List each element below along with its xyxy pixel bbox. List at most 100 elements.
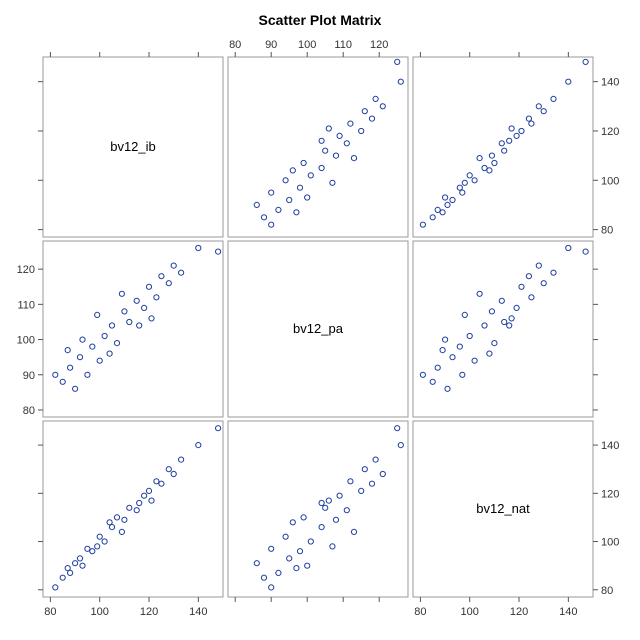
data-point — [444, 385, 451, 392]
x-tick-label: 120 — [510, 606, 528, 618]
data-point — [456, 343, 463, 350]
data-point — [89, 548, 96, 555]
data-point — [449, 354, 456, 361]
data-point — [350, 528, 358, 536]
panel-bv12_pa-vs-bv12_ib — [42, 240, 224, 418]
data-point — [118, 290, 126, 297]
data-point — [318, 499, 325, 507]
data-point — [488, 308, 495, 315]
data-point — [540, 108, 547, 115]
y-tick-label: 80 — [601, 585, 613, 597]
data-point — [466, 172, 473, 179]
panel-bv12_pa-vs-bv12_pa — [227, 240, 409, 418]
y-tick-label: 100 — [601, 175, 619, 187]
data-point — [508, 125, 515, 132]
variable-label-bv12_pa: bv12_pa — [293, 321, 344, 336]
data-point — [535, 103, 542, 110]
data-point — [268, 545, 275, 552]
data-point — [106, 519, 113, 526]
data-point — [304, 562, 311, 569]
data-point — [565, 244, 572, 252]
data-point — [528, 120, 535, 127]
y-tick-label: 100 — [17, 335, 35, 347]
data-point — [397, 442, 404, 449]
data-point — [289, 519, 296, 526]
panel-bv12_nat-vs-bv12_ib — [42, 420, 224, 598]
data-point — [442, 336, 449, 343]
data-point — [318, 137, 325, 144]
data-point — [67, 364, 74, 371]
data-point — [419, 221, 426, 228]
data-point — [318, 164, 325, 172]
data-point — [498, 297, 505, 304]
data-point — [332, 152, 340, 159]
data-point — [148, 497, 155, 504]
data-point — [170, 262, 177, 269]
data-point — [84, 545, 91, 552]
data-point — [361, 466, 368, 473]
data-point — [72, 560, 79, 567]
data-point — [501, 318, 508, 326]
y-tick-label: 100 — [601, 537, 619, 549]
data-point — [148, 315, 155, 322]
x-tick-label: 90 — [265, 39, 277, 51]
data-point — [368, 115, 376, 122]
data-point — [118, 528, 126, 536]
y-tick-label: 80 — [23, 405, 35, 417]
data-point — [275, 206, 282, 213]
data-point — [419, 371, 426, 378]
data-point — [141, 492, 148, 499]
data-point — [513, 304, 520, 311]
data-point — [322, 147, 329, 154]
data-point — [461, 311, 468, 318]
data-point — [178, 456, 185, 463]
data-point — [96, 533, 103, 540]
data-point — [429, 378, 436, 385]
data-point — [195, 244, 202, 252]
data-point — [358, 127, 365, 135]
data-point — [165, 466, 172, 473]
data-point — [275, 569, 282, 577]
data-point — [347, 478, 354, 485]
data-point — [282, 533, 289, 540]
panel-bv12_nat-vs-bv12_pa — [227, 420, 409, 598]
data-point — [108, 322, 116, 329]
data-point — [76, 555, 84, 562]
data-point — [136, 322, 143, 329]
data-point — [372, 95, 379, 103]
data-point — [347, 120, 354, 127]
data-point — [158, 480, 165, 487]
data-point — [165, 280, 172, 287]
data-point — [67, 569, 74, 577]
data-point — [153, 478, 160, 485]
data-point — [59, 574, 66, 581]
data-point — [565, 78, 572, 85]
x-tick-label: 140 — [559, 606, 577, 618]
data-point — [296, 184, 304, 191]
data-point — [498, 140, 505, 147]
data-point — [126, 318, 133, 326]
data-point — [394, 425, 401, 432]
data-point — [293, 209, 300, 216]
data-point — [113, 340, 121, 347]
panel-bv12_ib-vs-bv12_pa — [227, 56, 409, 238]
y-tick-label: 90 — [23, 370, 35, 382]
data-point — [126, 504, 133, 511]
data-point — [434, 364, 441, 371]
data-point — [96, 357, 103, 364]
data-point — [550, 269, 557, 276]
x-tick-label: 100 — [91, 606, 109, 618]
data-point — [141, 304, 148, 311]
y-tick-label: 120 — [17, 264, 35, 276]
data-point — [550, 95, 557, 103]
data-point — [343, 507, 350, 514]
data-point — [300, 514, 307, 521]
x-tick-label: 100 — [298, 39, 316, 51]
data-point — [434, 206, 441, 213]
data-point — [476, 155, 483, 162]
data-point — [59, 378, 66, 385]
data-point — [481, 322, 488, 329]
data-point — [64, 565, 71, 572]
data-point — [153, 294, 160, 301]
data-point — [121, 308, 128, 315]
